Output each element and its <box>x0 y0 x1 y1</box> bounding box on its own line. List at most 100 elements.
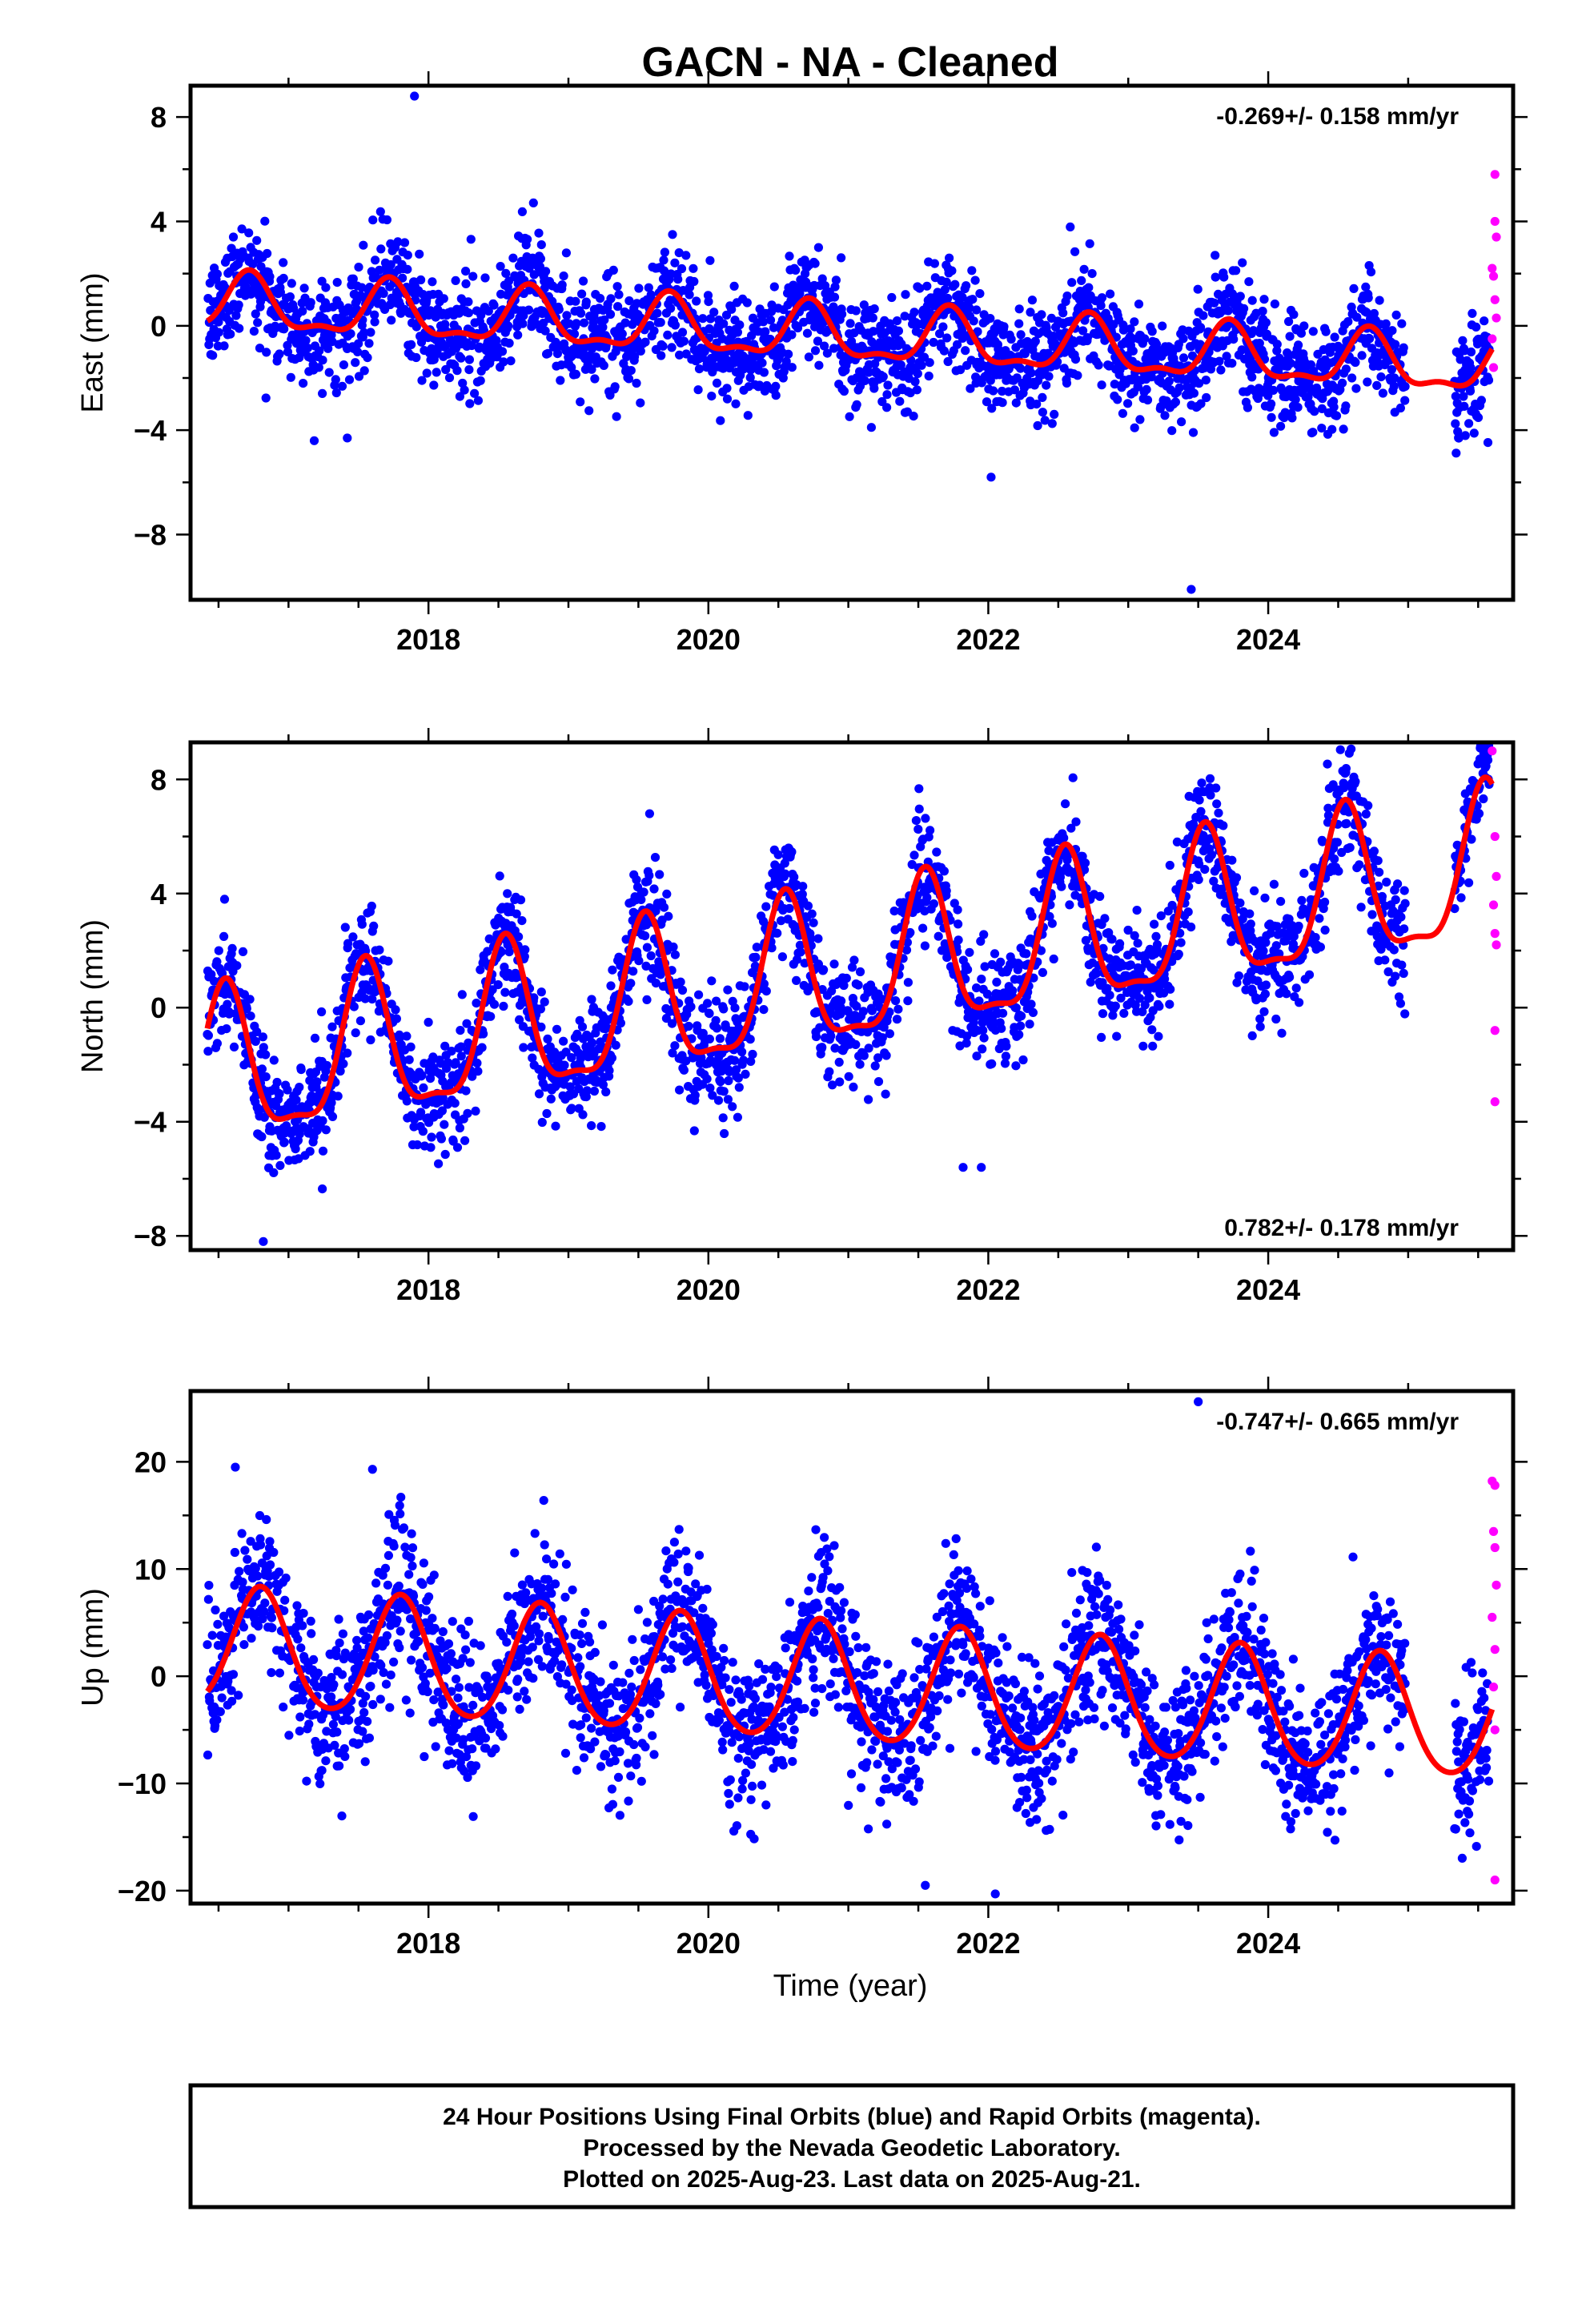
east-final-point <box>733 328 743 337</box>
east-final-point <box>1011 398 1021 408</box>
north-final-point <box>789 872 799 882</box>
east-final-point <box>1387 326 1397 336</box>
east-final-point <box>562 311 572 320</box>
north-final-point <box>1134 994 1145 1003</box>
east-final-point <box>1235 292 1245 301</box>
north-final-point <box>1175 928 1185 938</box>
north-final-point <box>551 1121 560 1131</box>
east-final-point <box>722 384 732 393</box>
east-x-tick-label: 2018 <box>396 623 460 656</box>
east-final-point <box>1219 272 1229 282</box>
east-final-point <box>675 350 685 360</box>
east-final-point <box>613 302 623 312</box>
north-final-point <box>257 1132 267 1142</box>
north-final-point <box>246 1011 255 1021</box>
north-final-point <box>1174 949 1183 959</box>
north-final-point <box>1036 946 1046 955</box>
east-final-point <box>348 274 358 283</box>
north-final-point <box>1209 876 1219 886</box>
north-final-point <box>739 1055 749 1065</box>
east-final-point <box>536 240 546 250</box>
north-final-point <box>483 947 492 956</box>
east-final-point <box>975 289 985 299</box>
east-final-point <box>398 273 408 283</box>
east-final-point <box>1229 335 1239 344</box>
north-final-point <box>1011 1003 1021 1013</box>
east-final-point <box>309 436 319 445</box>
east-final-point <box>781 356 791 366</box>
north-final-point <box>1294 921 1303 931</box>
north-final-point <box>224 1009 234 1019</box>
east-final-point <box>935 329 945 339</box>
east-final-point <box>820 281 830 291</box>
east-final-point <box>804 352 814 362</box>
east-final-point <box>559 271 568 281</box>
north-final-point <box>1311 933 1320 943</box>
north-final-point <box>1186 923 1196 932</box>
east-final-point <box>829 302 838 312</box>
north-final-point <box>881 1089 890 1099</box>
north-final-point <box>577 1022 588 1031</box>
north-final-point <box>1389 945 1399 955</box>
east-final-point <box>1140 334 1150 344</box>
north-final-point <box>1126 960 1135 970</box>
north-final-point <box>349 1002 359 1011</box>
east-final-point <box>275 287 285 297</box>
east-final-point <box>386 259 396 270</box>
east-final-point <box>249 327 259 336</box>
north-final-point <box>258 1032 267 1042</box>
east-final-point <box>1106 289 1115 299</box>
east-final-point <box>689 276 699 287</box>
north-final-point <box>559 1036 568 1046</box>
east-final-point <box>987 404 997 413</box>
north-final-point <box>929 899 938 909</box>
east-final-point <box>1142 395 1153 405</box>
north-final-point <box>733 1073 743 1083</box>
east-final-point <box>1094 360 1103 370</box>
east-final-point <box>518 319 528 328</box>
north-final-point <box>272 1077 282 1088</box>
north-final-point <box>812 1007 822 1017</box>
east-final-point <box>303 344 312 353</box>
east-final-point <box>830 282 840 292</box>
north-final-point <box>275 1089 284 1099</box>
east-final-point <box>1391 340 1400 349</box>
east-final-point <box>299 379 308 388</box>
north-final-point <box>1145 993 1154 1003</box>
north-final-point <box>1000 1059 1010 1068</box>
east-final-point <box>677 263 687 274</box>
north-final-point <box>419 1083 428 1092</box>
north-final-point <box>1132 906 1142 915</box>
north-final-point <box>305 1147 315 1156</box>
east-final-outlier-point <box>410 91 420 101</box>
north-final-point <box>797 890 807 899</box>
east-final-point <box>745 372 755 383</box>
east-final-point <box>261 393 271 403</box>
east-final-point <box>1113 395 1122 404</box>
north-final-point <box>1138 1007 1147 1016</box>
east-rapid-point <box>1488 363 1499 372</box>
north-final-point <box>730 1003 740 1013</box>
north-final-point <box>1361 809 1371 819</box>
east-final-point <box>528 198 538 207</box>
north-final-point <box>1017 1011 1026 1021</box>
north-final-point <box>670 950 681 959</box>
north-final-point <box>1167 957 1177 967</box>
north-final-point <box>1382 877 1391 887</box>
north-final-point <box>873 1077 884 1087</box>
north-final-point <box>1297 895 1307 905</box>
east-final-point <box>314 363 323 372</box>
east-final-point <box>440 341 450 351</box>
east-final-point <box>1459 392 1468 401</box>
north-final-point <box>279 1137 289 1147</box>
north-final-point <box>296 1065 306 1075</box>
north-final-point <box>641 961 651 971</box>
east-final-point <box>357 283 367 292</box>
east-final-point <box>339 360 348 370</box>
north-final-point <box>987 1059 997 1068</box>
east-final-point <box>1327 424 1337 434</box>
north-final-point <box>1335 745 1345 754</box>
east-final-point <box>576 308 586 318</box>
east-final-point <box>1033 420 1042 431</box>
